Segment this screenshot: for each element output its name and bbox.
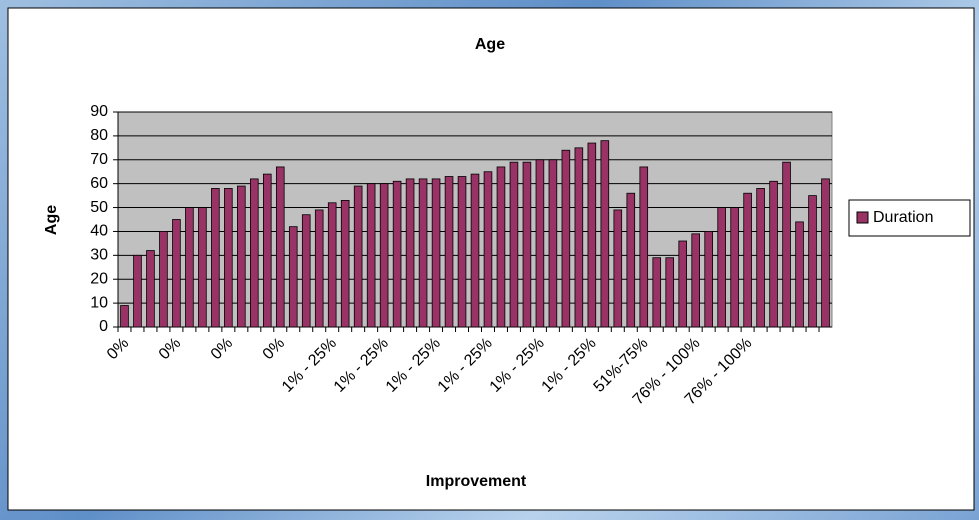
x-axis-label: Improvement [426,473,527,490]
y-axis-label: Age [43,205,60,235]
y-tick-label: 50 [90,199,108,216]
bar [379,183,389,328]
bar [691,233,700,328]
y-tick-label: 20 [90,270,108,287]
bar [678,240,688,328]
bar [133,254,142,328]
bar [418,178,428,328]
bar [717,207,726,328]
bar [172,219,181,328]
bar [600,140,610,328]
legend-label: Duration [873,209,933,226]
bar [470,173,480,328]
y-tick-label: 80 [90,127,108,144]
y-tick-label: 0 [99,318,108,335]
y-tick-label: 90 [90,103,108,120]
bar [626,192,636,328]
bar [587,142,597,328]
bar [574,147,584,328]
bar [522,161,532,328]
bar [185,207,194,328]
bar [288,226,298,328]
bar [146,250,155,328]
bar [301,214,311,328]
bar [561,149,571,328]
bar [457,176,467,328]
bar [314,209,324,328]
bar [782,161,791,328]
bar [496,166,506,328]
bar [665,257,675,328]
bar [237,185,246,328]
bar [652,257,662,328]
bar [198,207,207,328]
y-tick-label: 60 [90,175,108,192]
bar [639,166,649,328]
bar [392,180,402,328]
bar [262,173,272,328]
bar [159,231,168,328]
bar [756,188,765,328]
bar [353,185,363,328]
bar [431,178,441,328]
bar [366,183,376,328]
bar [444,176,454,328]
bar [340,199,350,328]
bar [224,188,233,328]
bar [795,221,804,328]
bar [548,159,558,328]
bar [743,192,752,328]
bar [275,166,285,328]
y-tick-label: 40 [90,223,108,240]
bar [808,195,817,328]
legend-swatch [856,211,869,224]
bar [483,171,493,328]
legend-box [848,199,971,237]
y-tick-label: 10 [90,294,108,311]
bar [535,159,545,328]
bar [250,178,259,328]
bar [327,202,337,328]
bar [509,161,519,328]
y-tick-label: 70 [90,151,108,168]
y-tick-label: 30 [90,247,108,264]
bar [769,180,778,328]
bar [613,209,623,328]
bar [821,178,830,328]
bar [405,178,415,328]
chart-title: Age [475,36,505,53]
bar [730,207,739,328]
bar [211,188,220,328]
bar [704,231,713,328]
bar [120,305,129,328]
